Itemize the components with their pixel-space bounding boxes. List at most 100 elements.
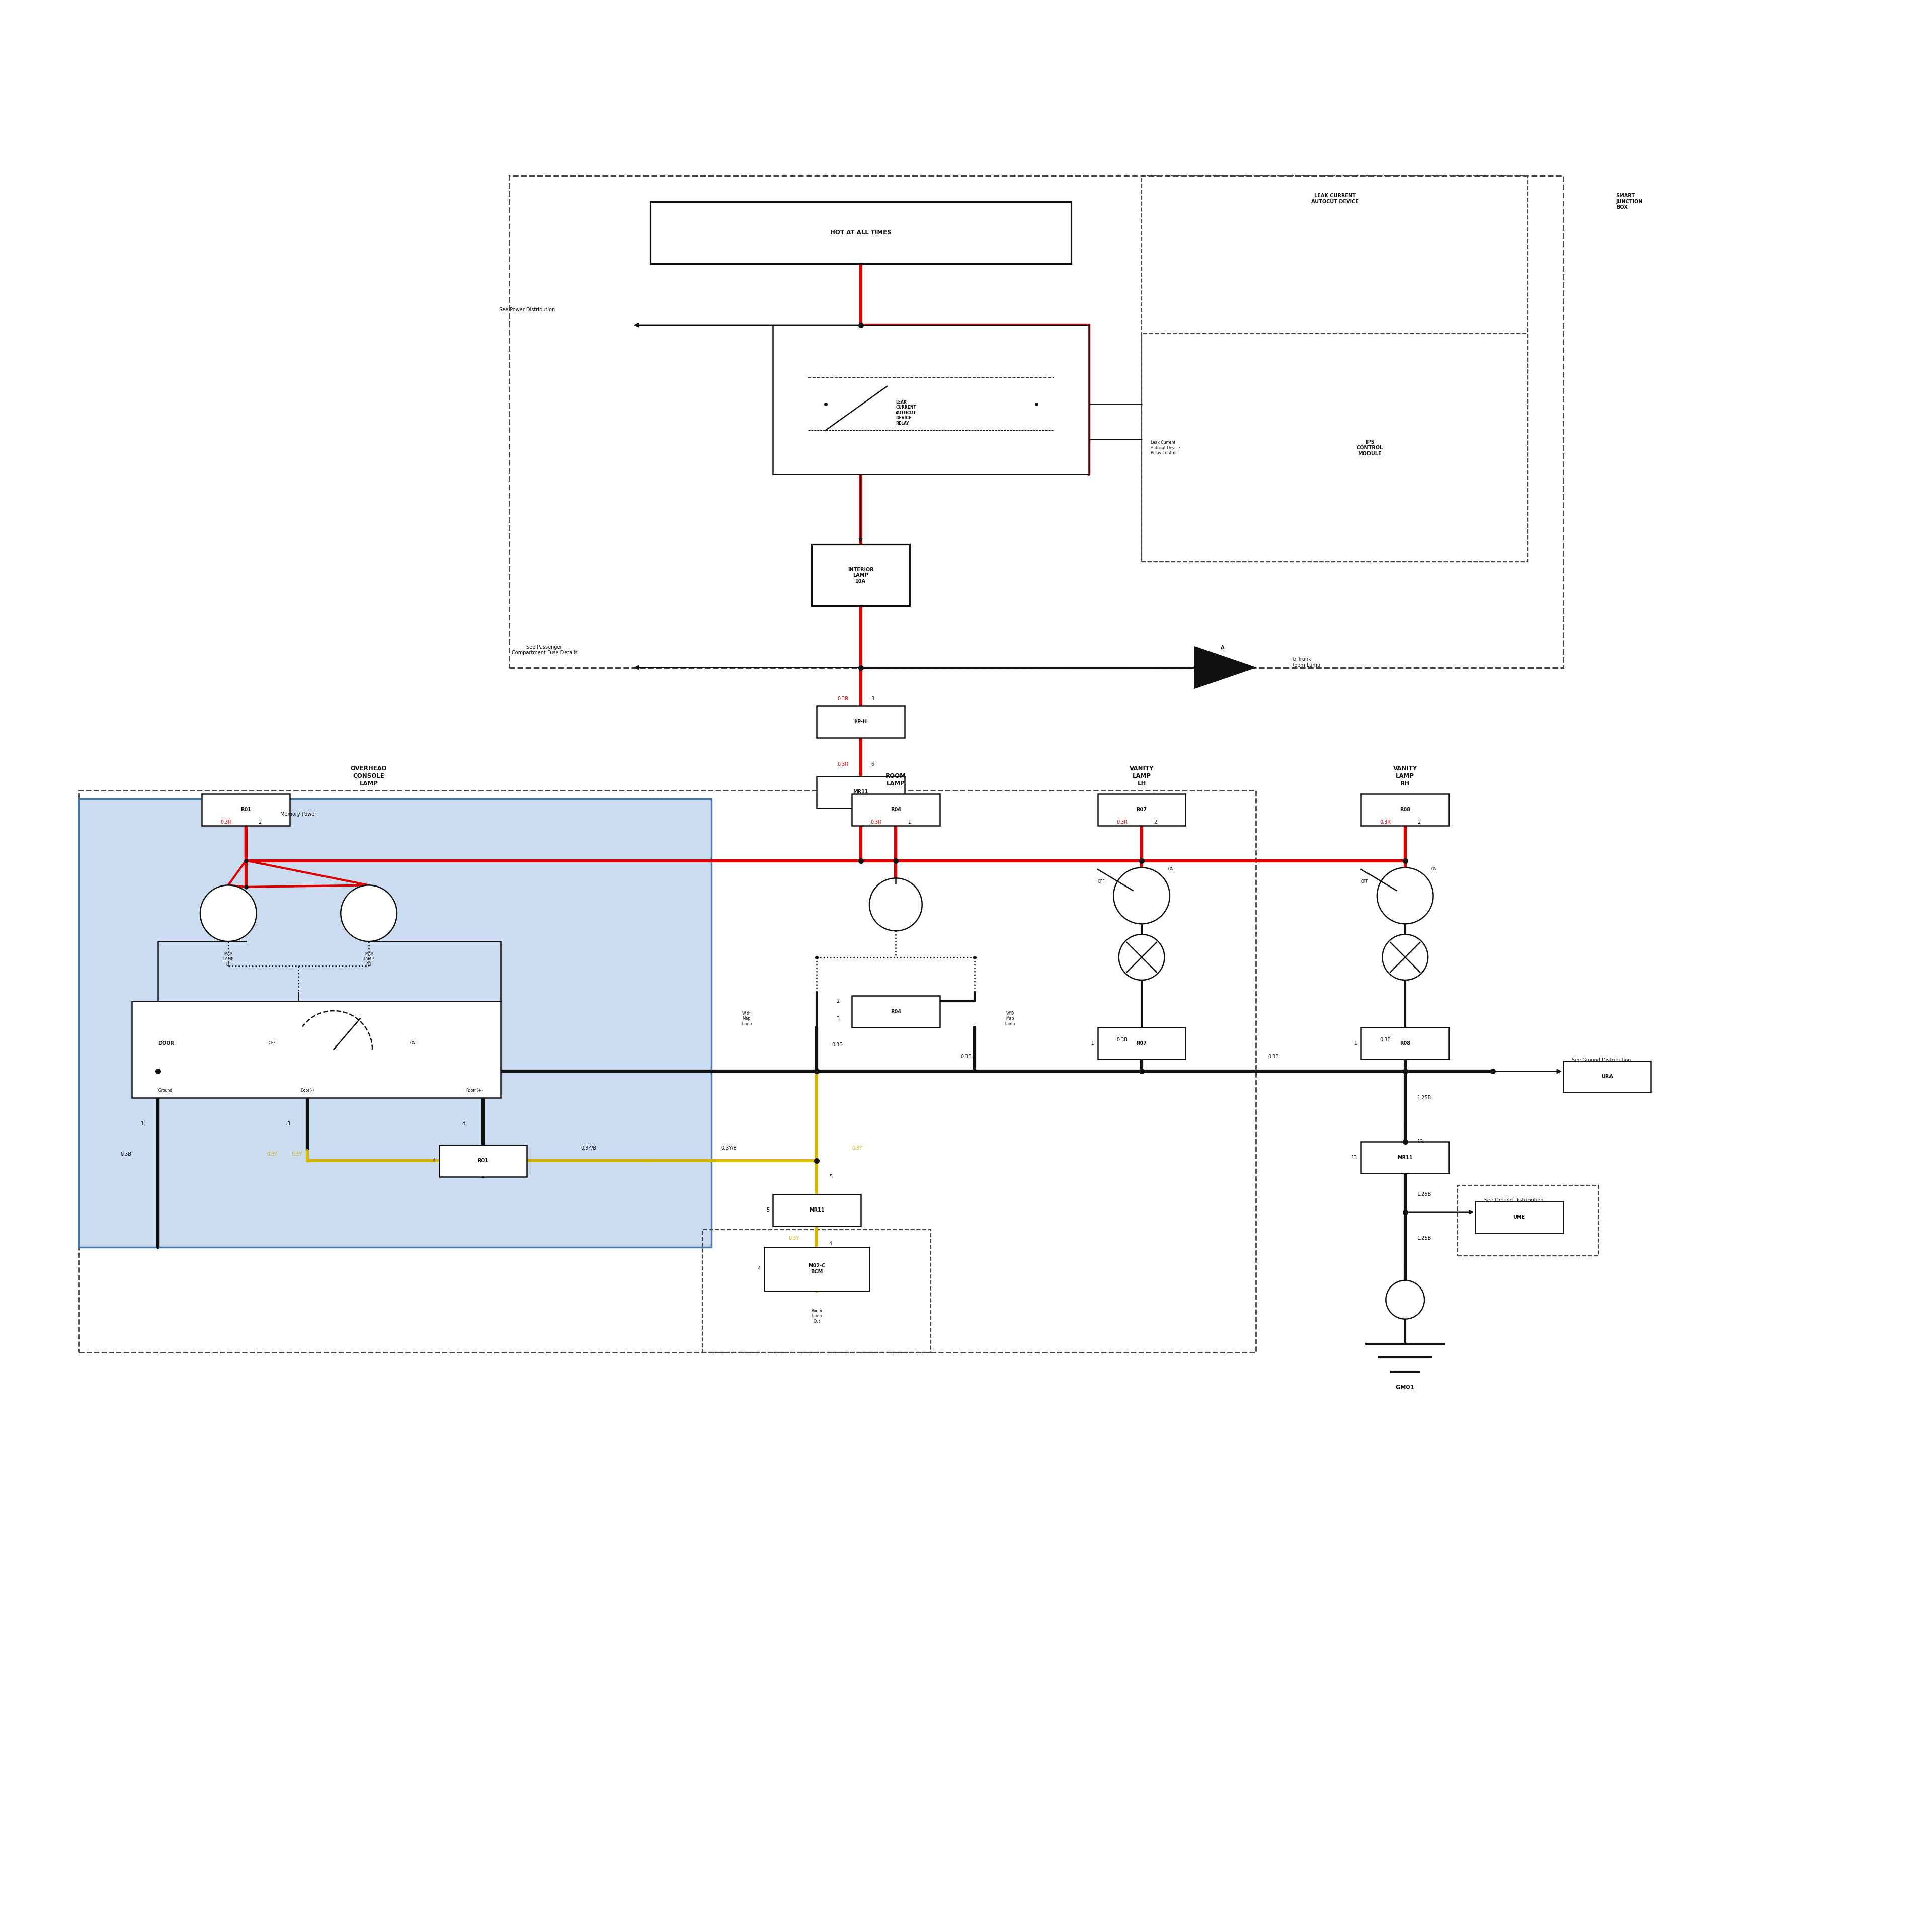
Text: 13: 13 bbox=[1352, 1155, 1358, 1159]
Text: OFF: OFF bbox=[269, 1041, 276, 1045]
Text: DOOR: DOOR bbox=[158, 1041, 174, 1045]
Text: R08: R08 bbox=[1401, 808, 1410, 811]
Text: To Trunk
Room Lamp: To Trunk Room Lamp bbox=[1291, 657, 1320, 668]
Bar bbox=[1097, 1028, 1186, 1059]
Text: Memory Power: Memory Power bbox=[280, 811, 317, 817]
Bar bbox=[811, 545, 910, 607]
Text: 0.3R: 0.3R bbox=[1379, 819, 1391, 825]
Text: R08: R08 bbox=[1401, 1041, 1410, 1045]
Bar bbox=[131, 1001, 500, 1097]
Text: VANITY
LAMP
RH: VANITY LAMP RH bbox=[1393, 765, 1418, 786]
Bar bbox=[1097, 794, 1186, 825]
Text: Room(+): Room(+) bbox=[466, 1088, 483, 1094]
Text: ON: ON bbox=[1432, 867, 1437, 871]
Text: 2: 2 bbox=[1153, 819, 1157, 825]
Bar bbox=[852, 995, 939, 1028]
Text: 1: 1 bbox=[141, 1122, 145, 1126]
Text: MR11: MR11 bbox=[810, 1208, 825, 1213]
Circle shape bbox=[1381, 935, 1428, 980]
Text: VANITY
LAMP
LH: VANITY LAMP LH bbox=[1130, 765, 1153, 786]
Text: 1.25B: 1.25B bbox=[1418, 1095, 1432, 1099]
Circle shape bbox=[1113, 867, 1169, 923]
Bar bbox=[1142, 176, 1528, 562]
Bar bbox=[510, 176, 1563, 667]
Bar bbox=[1362, 794, 1449, 825]
Text: 4: 4 bbox=[757, 1267, 761, 1271]
Bar bbox=[79, 800, 711, 1246]
Text: See Passenger
Compartment Fuse Details: See Passenger Compartment Fuse Details bbox=[512, 643, 578, 655]
Text: INTERIOR
LAMP
10A: INTERIOR LAMP 10A bbox=[848, 566, 873, 583]
Text: 4: 4 bbox=[433, 1159, 435, 1163]
Text: See Ground Distribution: See Ground Distribution bbox=[1484, 1198, 1544, 1204]
Text: Door(-): Door(-) bbox=[301, 1088, 315, 1094]
Text: 13: 13 bbox=[1418, 1140, 1424, 1144]
Bar bbox=[1476, 1202, 1563, 1233]
Text: 0.3Y: 0.3Y bbox=[852, 1146, 862, 1150]
Text: LEAK CURRENT
AUTOCUT DEVICE: LEAK CURRENT AUTOCUT DEVICE bbox=[1312, 193, 1358, 205]
Bar bbox=[1563, 1061, 1652, 1092]
Circle shape bbox=[1385, 1281, 1424, 1320]
Text: OVERHEAD
CONSOLE
LAMP: OVERHEAD CONSOLE LAMP bbox=[350, 765, 386, 786]
Text: R07: R07 bbox=[1136, 808, 1148, 811]
Text: R04: R04 bbox=[891, 1009, 900, 1014]
Bar bbox=[817, 777, 904, 808]
Text: 3: 3 bbox=[837, 1016, 840, 1022]
Text: 6: 6 bbox=[871, 761, 875, 767]
Text: 0.3R: 0.3R bbox=[220, 819, 232, 825]
Text: 0.3B: 0.3B bbox=[1267, 1055, 1279, 1059]
Text: R01: R01 bbox=[477, 1159, 489, 1163]
Text: OFF: OFF bbox=[1097, 879, 1105, 885]
Text: MAP
LAMP
RH: MAP LAMP RH bbox=[363, 952, 375, 966]
Circle shape bbox=[201, 885, 257, 941]
Text: MAP
LAMP
LH: MAP LAMP LH bbox=[222, 952, 234, 966]
Text: R01: R01 bbox=[242, 808, 251, 811]
Text: 4: 4 bbox=[462, 1122, 466, 1126]
Text: 8: 8 bbox=[871, 697, 875, 701]
Bar bbox=[649, 203, 1072, 263]
Bar bbox=[703, 1229, 931, 1352]
Text: 5: 5 bbox=[829, 1175, 833, 1179]
Text: 0.3R: 0.3R bbox=[871, 819, 881, 825]
Text: 2: 2 bbox=[1418, 819, 1420, 825]
Bar bbox=[1459, 1186, 1598, 1256]
Text: IPS
CONTROL
MODULE: IPS CONTROL MODULE bbox=[1356, 439, 1383, 456]
Text: MR11: MR11 bbox=[1397, 1155, 1412, 1159]
Text: A: A bbox=[1221, 645, 1225, 649]
Text: HOT AT ALL TIMES: HOT AT ALL TIMES bbox=[831, 230, 891, 236]
Circle shape bbox=[869, 879, 922, 931]
Text: 3: 3 bbox=[286, 1122, 290, 1126]
Polygon shape bbox=[1194, 647, 1256, 688]
Bar bbox=[1142, 334, 1528, 562]
Text: 1: 1 bbox=[1354, 1041, 1358, 1045]
Text: 0.3R: 0.3R bbox=[1117, 819, 1128, 825]
Text: 1.25B: 1.25B bbox=[1418, 1192, 1432, 1196]
Text: Ground: Ground bbox=[158, 1088, 172, 1094]
Bar bbox=[817, 705, 904, 738]
Text: 1: 1 bbox=[1092, 1041, 1094, 1045]
Bar bbox=[203, 794, 290, 825]
Bar bbox=[773, 1194, 860, 1227]
Text: ON: ON bbox=[1169, 867, 1175, 871]
Text: 0.3B: 0.3B bbox=[1117, 1037, 1128, 1041]
Text: Room
Lamp
Out: Room Lamp Out bbox=[811, 1308, 823, 1323]
Text: 0.3Y/B: 0.3Y/B bbox=[721, 1146, 736, 1150]
Text: With
Map
Lamp: With Map Lamp bbox=[742, 1010, 752, 1026]
Text: ROOM
LAMP: ROOM LAMP bbox=[885, 773, 906, 786]
Text: 2: 2 bbox=[259, 819, 261, 825]
Text: 2: 2 bbox=[837, 999, 840, 1003]
Text: 0.3B: 0.3B bbox=[833, 1043, 842, 1047]
Bar bbox=[852, 794, 939, 825]
Bar bbox=[1362, 1028, 1449, 1059]
Text: URA: URA bbox=[1602, 1074, 1613, 1080]
Bar bbox=[773, 325, 1090, 473]
Text: I/P-H: I/P-H bbox=[854, 719, 867, 725]
Circle shape bbox=[1119, 935, 1165, 980]
Text: See Power Distribution: See Power Distribution bbox=[498, 307, 554, 313]
Text: 1: 1 bbox=[908, 819, 912, 825]
Text: See Ground Distribution: See Ground Distribution bbox=[1573, 1057, 1631, 1063]
Text: R04: R04 bbox=[891, 808, 900, 811]
Text: 0.3Y: 0.3Y bbox=[788, 1236, 800, 1240]
Circle shape bbox=[340, 885, 396, 941]
Text: M02-C
BCM: M02-C BCM bbox=[808, 1264, 825, 1275]
Text: 0.3B: 0.3B bbox=[1379, 1037, 1391, 1041]
